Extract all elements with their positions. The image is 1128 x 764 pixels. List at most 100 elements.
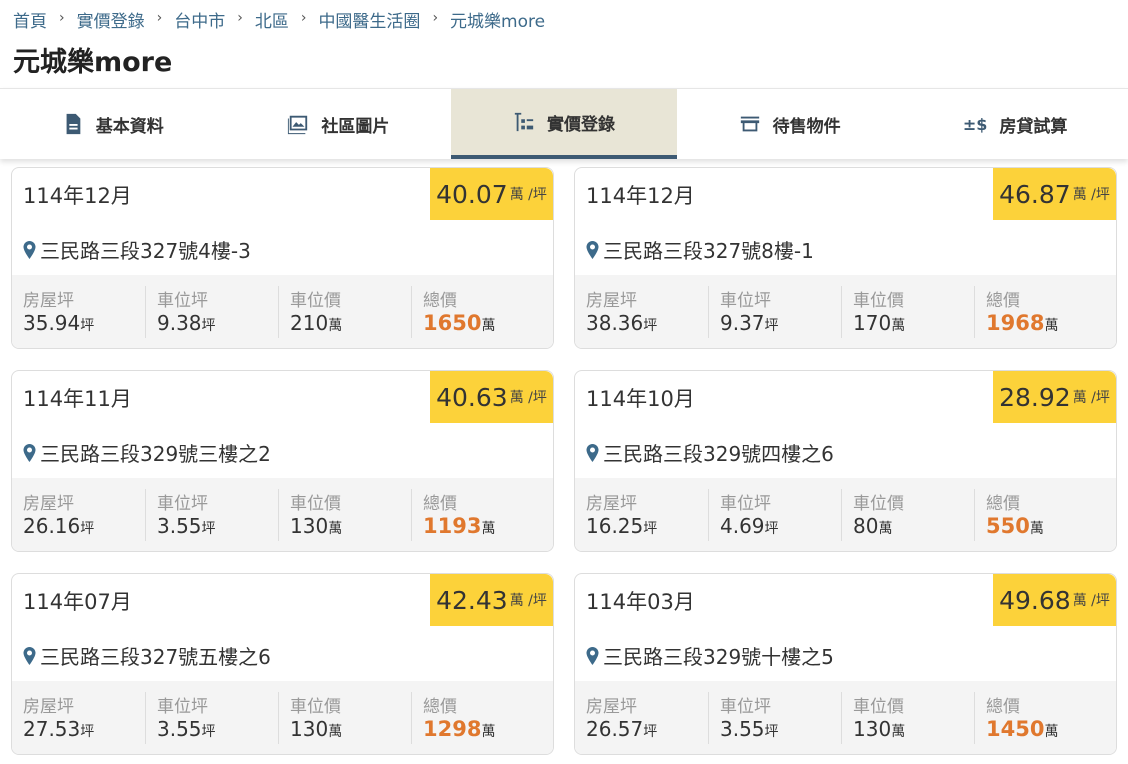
record-card[interactable]: 114年10月 28.92 萬 /坪 三民路三段329號四樓之6 房屋坪 16.25…: [574, 370, 1117, 552]
stat-label: 車位價: [853, 697, 904, 717]
record-card[interactable]: 114年12月 46.87 萬 /坪 三民路三段327號8樓-1 房屋坪 38.36…: [574, 167, 1117, 349]
stat-value: 9.37坪: [720, 311, 779, 335]
stat-parking_price: 車位價 130萬: [278, 489, 411, 541]
price-per-ping-badge: 40.07 萬 /坪: [430, 168, 553, 220]
transaction-date: 114年03月: [586, 590, 695, 614]
stat-value: 9.38坪: [157, 311, 216, 335]
stat-house: 房屋坪 16.25坪: [575, 489, 708, 541]
tab-price-records[interactable]: 實價登錄: [451, 89, 677, 159]
stats-row: 房屋坪 38.36坪 車位坪 9.37坪 車位價 170萬 總價 1968萬: [575, 275, 1116, 348]
record-card[interactable]: 114年07月 42.43 萬 /坪 三民路三段327號五樓之6 房屋坪 27.53…: [11, 573, 554, 755]
stat-label: 車位坪: [720, 494, 771, 514]
breadcrumb-item[interactable]: 實價登錄: [76, 12, 145, 32]
breadcrumb-item: 元城樂more: [450, 12, 546, 32]
map-pin-icon: [23, 240, 36, 259]
stat-house: 房屋坪 38.36坪: [575, 286, 708, 338]
stat-value: 130萬: [853, 717, 906, 741]
price-list-icon: [514, 112, 534, 132]
stat-total: 總價 1968萬: [974, 286, 1107, 338]
stat-value: 35.94坪: [23, 311, 95, 335]
stat-label: 車位價: [290, 291, 341, 311]
stat-label: 房屋坪: [586, 291, 637, 311]
breadcrumb-item[interactable]: 台中市: [174, 12, 226, 32]
stat-label: 總價: [423, 494, 457, 514]
stat-value: 4.69坪: [720, 514, 779, 538]
stat-label: 車位坪: [157, 291, 208, 311]
store-icon: [740, 116, 759, 132]
stat-value: 16.25坪: [586, 514, 658, 538]
stat-value: 3.55坪: [157, 717, 216, 741]
stat-label: 車位價: [290, 494, 341, 514]
page-title: 元城樂more: [13, 47, 173, 78]
stat-label: 車位價: [853, 291, 904, 311]
stats-row: 房屋坪 35.94坪 車位坪 9.38坪 車位價 210萬 總價 1650萬: [12, 275, 553, 348]
stat-value: 3.55坪: [157, 514, 216, 538]
price-per-ping-badge: 46.87 萬 /坪: [993, 168, 1116, 220]
stat-value: 1298萬: [423, 717, 496, 741]
stat-label: 房屋坪: [586, 697, 637, 717]
stat-label: 房屋坪: [23, 697, 74, 717]
tab-mortgage-calc[interactable]: ±$ 房貸試算: [902, 89, 1128, 159]
stat-value: 210萬: [290, 311, 343, 335]
plus-minus-dollar-icon: ±$: [962, 114, 988, 134]
stat-parking_area: 車位坪 4.69坪: [708, 489, 841, 541]
stat-label: 車位坪: [720, 291, 771, 311]
breadcrumb-item[interactable]: 首頁: [13, 12, 47, 32]
address: 三民路三段327號4樓-3: [23, 235, 251, 264]
stat-label: 總價: [423, 697, 457, 717]
stat-house: 房屋坪 26.16坪: [12, 489, 145, 541]
stat-parking_area: 車位坪 3.55坪: [145, 489, 278, 541]
tab-basic-info[interactable]: 基本資料: [0, 89, 226, 159]
stat-total: 總價 1193萬: [411, 489, 544, 541]
record-card[interactable]: 114年11月 40.63 萬 /坪 三民路三段329號三樓之2 房屋坪 26.16…: [11, 370, 554, 552]
stat-value: 1193萬: [423, 514, 496, 538]
stat-label: 車位坪: [157, 697, 208, 717]
transaction-date: 114年11月: [23, 387, 132, 411]
tab-community-photos[interactable]: 社區圖片: [226, 89, 452, 159]
stat-value: 80萬: [853, 514, 893, 538]
chevron-right-icon: ›: [432, 10, 439, 26]
document-icon: [66, 113, 81, 135]
stat-parking_price: 車位價 80萬: [841, 489, 974, 541]
stat-value: 26.57坪: [586, 717, 658, 741]
stat-value: 130萬: [290, 514, 343, 538]
transaction-date: 114年12月: [586, 184, 695, 208]
stat-parking_price: 車位價 210萬: [278, 286, 411, 338]
price-per-ping-badge: 49.68 萬 /坪: [993, 574, 1116, 626]
chevron-right-icon: ›: [156, 10, 163, 26]
stat-value: 1968萬: [986, 311, 1059, 335]
stat-value: 130萬: [290, 717, 343, 741]
stats-row: 房屋坪 16.25坪 車位坪 4.69坪 車位價 80萬 總價 550萬: [575, 478, 1116, 551]
breadcrumb-item[interactable]: 中國醫生活圈: [318, 12, 421, 32]
chevron-right-icon: ›: [237, 10, 243, 26]
record-card[interactable]: 114年03月 49.68 萬 /坪 三民路三段329號十樓之5 房屋坪 26.57…: [574, 573, 1117, 755]
stats-row: 房屋坪 27.53坪 車位坪 3.55坪 車位價 130萬 總價 1298萬: [12, 681, 553, 754]
address: 三民路三段329號四樓之6: [586, 438, 834, 467]
stat-value: 1450萬: [986, 717, 1059, 741]
stat-value: 3.55坪: [720, 717, 779, 741]
stat-value: 550萬: [986, 514, 1044, 538]
stat-house: 房屋坪 27.53坪: [12, 692, 145, 744]
stat-label: 車位坪: [157, 494, 208, 514]
stats-row: 房屋坪 26.57坪 車位坪 3.55坪 車位價 130萬 總價 1450萬: [575, 681, 1116, 754]
tab-label: 待售物件: [772, 116, 841, 137]
record-card[interactable]: 114年12月 40.07 萬 /坪 三民路三段327號4樓-3 房屋坪 35.94…: [11, 167, 554, 349]
image-icon: [288, 115, 308, 135]
stat-parking_area: 車位坪 9.37坪: [708, 286, 841, 338]
tab-label: 實價登錄: [546, 114, 615, 135]
map-pin-icon: [586, 443, 599, 462]
stat-parking_area: 車位坪 3.55坪: [145, 692, 278, 744]
transaction-date: 114年07月: [23, 590, 132, 614]
tab-for-sale[interactable]: 待售物件: [677, 89, 903, 159]
stat-label: 總價: [986, 494, 1020, 514]
stat-parking_area: 車位坪 3.55坪: [708, 692, 841, 744]
tab-bar: 基本資料 社區圖片 實價登錄 待售物件 ±$ 房貸試算: [0, 88, 1128, 159]
breadcrumb-item[interactable]: 北區: [254, 12, 289, 32]
stat-value: 1650萬: [423, 311, 496, 335]
record-list: 114年12月 40.07 萬 /坪 三民路三段327號4樓-3 房屋坪 35.94…: [11, 167, 1117, 755]
stat-total: 總價 1298萬: [411, 692, 544, 744]
stat-house: 房屋坪 35.94坪: [12, 286, 145, 338]
stat-label: 房屋坪: [586, 494, 637, 514]
stat-label: 總價: [986, 291, 1020, 311]
stat-label: 房屋坪: [23, 291, 74, 311]
